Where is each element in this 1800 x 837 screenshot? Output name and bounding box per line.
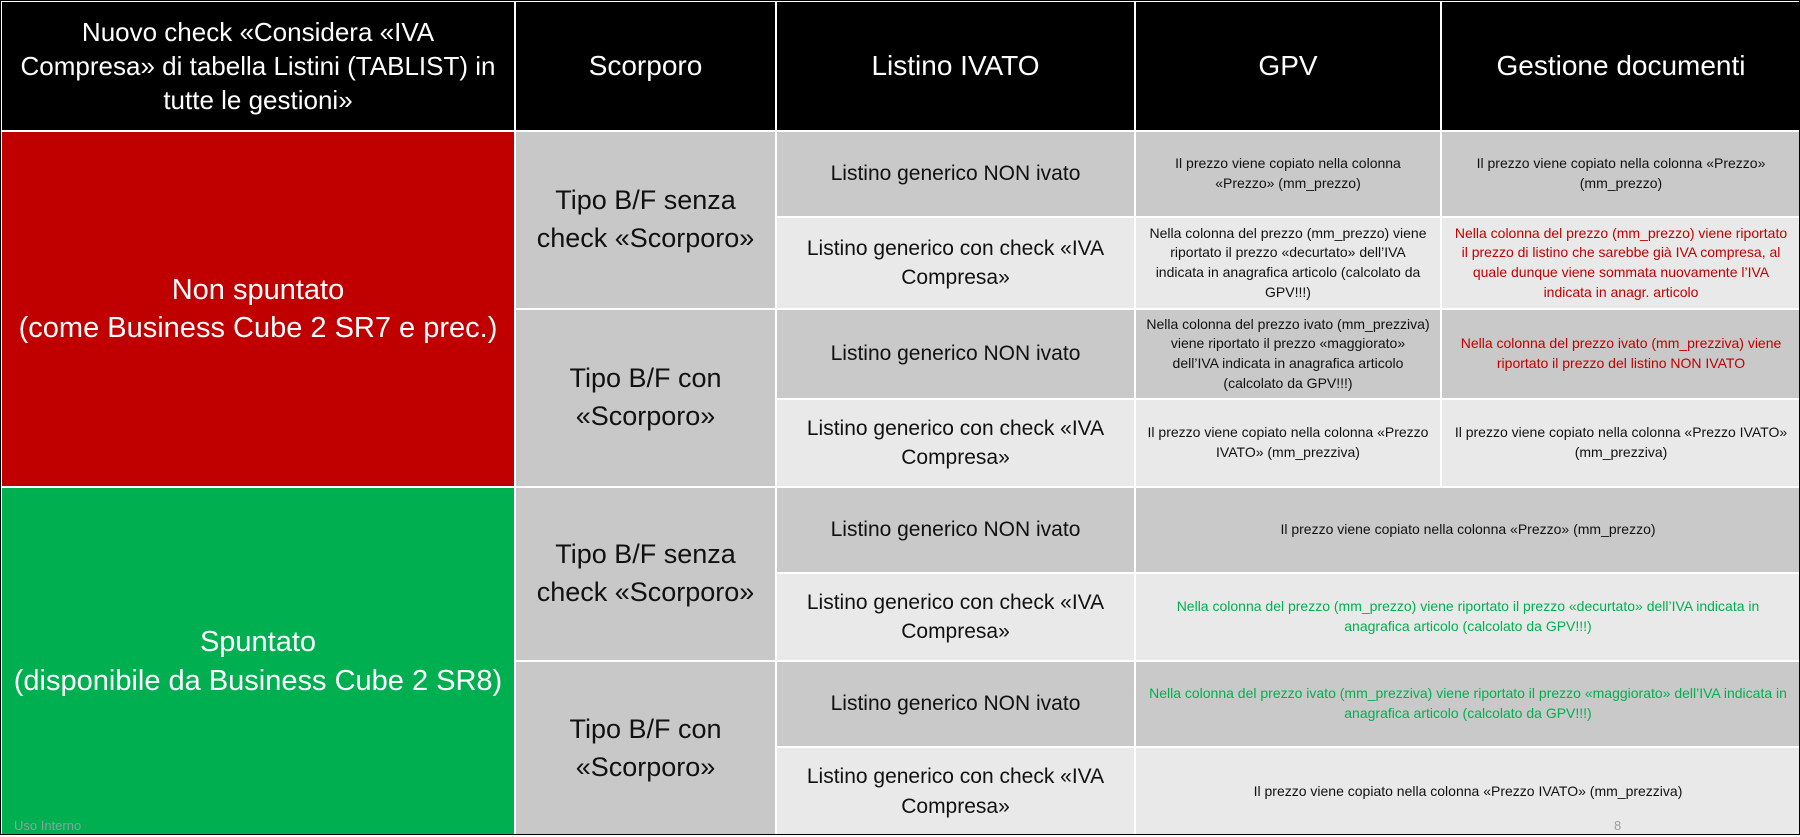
header-gestione-documenti: Gestione documenti (1440, 0, 1800, 132)
merged-cell-highlight: Nella colonna del prezzo (mm_prezzo) vie… (1134, 572, 1800, 662)
state-sublabel: (come Business Cube 2 SR7 e prec.) (18, 312, 498, 344)
table-row: Tipo B/F con «Scorporo» Listino generico… (1, 660, 1800, 837)
header-listino-ivato: Listino IVATO (775, 0, 1136, 132)
table-row: Spuntato (disponibile da Business Cube 2… (0, 486, 1800, 837)
listino-cell: Listino generico NON ivato (775, 130, 1136, 218)
merged-cell-highlight: Nella colonna del prezzo ivato (mm_prezz… (1134, 660, 1800, 748)
listino-cell: Listino generico NON ivato (775, 660, 1136, 748)
state-sublabel: (disponibile da Business Cube 2 SR8) (13, 664, 503, 697)
listino-cell: Listino generico con check «IVA Compresa… (775, 216, 1136, 310)
type-senza-scorporo: Tipo B/F senza check «Scorporo» (514, 130, 777, 310)
header-new-check: Nuovo check «Considera «IVA Compresa» di… (0, 0, 516, 132)
table-row: Listino generico con check «IVA Compresa… (1, 216, 1800, 310)
table-row: Tipo B/F con «Scorporo» Listino generico… (1, 308, 1800, 488)
state-spuntato: Spuntato (disponibile da Business Cube 2… (0, 486, 516, 837)
classification-label: Uso Interno (14, 818, 82, 833)
gestione-cell-warning: Nella colonna del prezzo (mm_prezzo) vie… (1440, 216, 1800, 310)
header-scorporo: Scorporo (514, 0, 777, 132)
state-label: Spuntato (199, 626, 317, 659)
listino-cell: Listino generico con check «IVA Compresa… (775, 746, 1136, 837)
gestione-cell: Il prezzo viene copiato nella colonna «P… (1440, 398, 1800, 488)
type-con-scorporo: Tipo B/F con «Scorporo» (514, 308, 777, 488)
page-number: 8 (1614, 818, 1622, 833)
merged-cell: Il prezzo viene copiato nella colonna «P… (1134, 746, 1800, 837)
gpv-cell: Nella colonna del prezzo (mm_prezzo) vie… (1134, 216, 1442, 310)
listino-cell: Listino generico con check «IVA Compresa… (775, 572, 1136, 662)
gpv-cell: Il prezzo viene copiato nella colonna «P… (1134, 130, 1442, 218)
table-row: Non spuntato (come Business Cube 2 SR7 e… (0, 130, 1800, 488)
type-con-scorporo: Tipo B/F con «Scorporo» (514, 660, 777, 837)
gpv-cell: Nella colonna del prezzo ivato (mm_prezz… (1134, 308, 1442, 400)
listino-cell: Listino generico NON ivato (775, 308, 1136, 400)
type-senza-scorporo: Tipo B/F senza check «Scorporo» (514, 486, 777, 662)
table-row: Listino generico con check «IVA Compresa… (1, 398, 1800, 488)
gestione-cell-warning: Nella colonna del prezzo ivato (mm_prezz… (1440, 308, 1800, 400)
listino-cell: Listino generico con check «IVA Compresa… (775, 398, 1136, 488)
state-non-spuntato: Non spuntato (come Business Cube 2 SR7 e… (0, 130, 516, 488)
table-row: Listino generico con check «IVA Compresa… (1, 572, 1800, 662)
gestione-cell: Il prezzo viene copiato nella colonna «P… (1440, 130, 1800, 218)
merged-cell: Il prezzo viene copiato nella colonna «P… (1134, 486, 1800, 574)
listino-cell: Listino generico NON ivato (775, 486, 1136, 574)
header-row: Nuovo check «Considera «IVA Compresa» di… (0, 0, 1800, 132)
gpv-cell: Il prezzo viene copiato nella colonna «P… (1134, 398, 1442, 488)
header-gpv: GPV (1134, 0, 1442, 132)
state-label: Non spuntato (171, 273, 345, 306)
